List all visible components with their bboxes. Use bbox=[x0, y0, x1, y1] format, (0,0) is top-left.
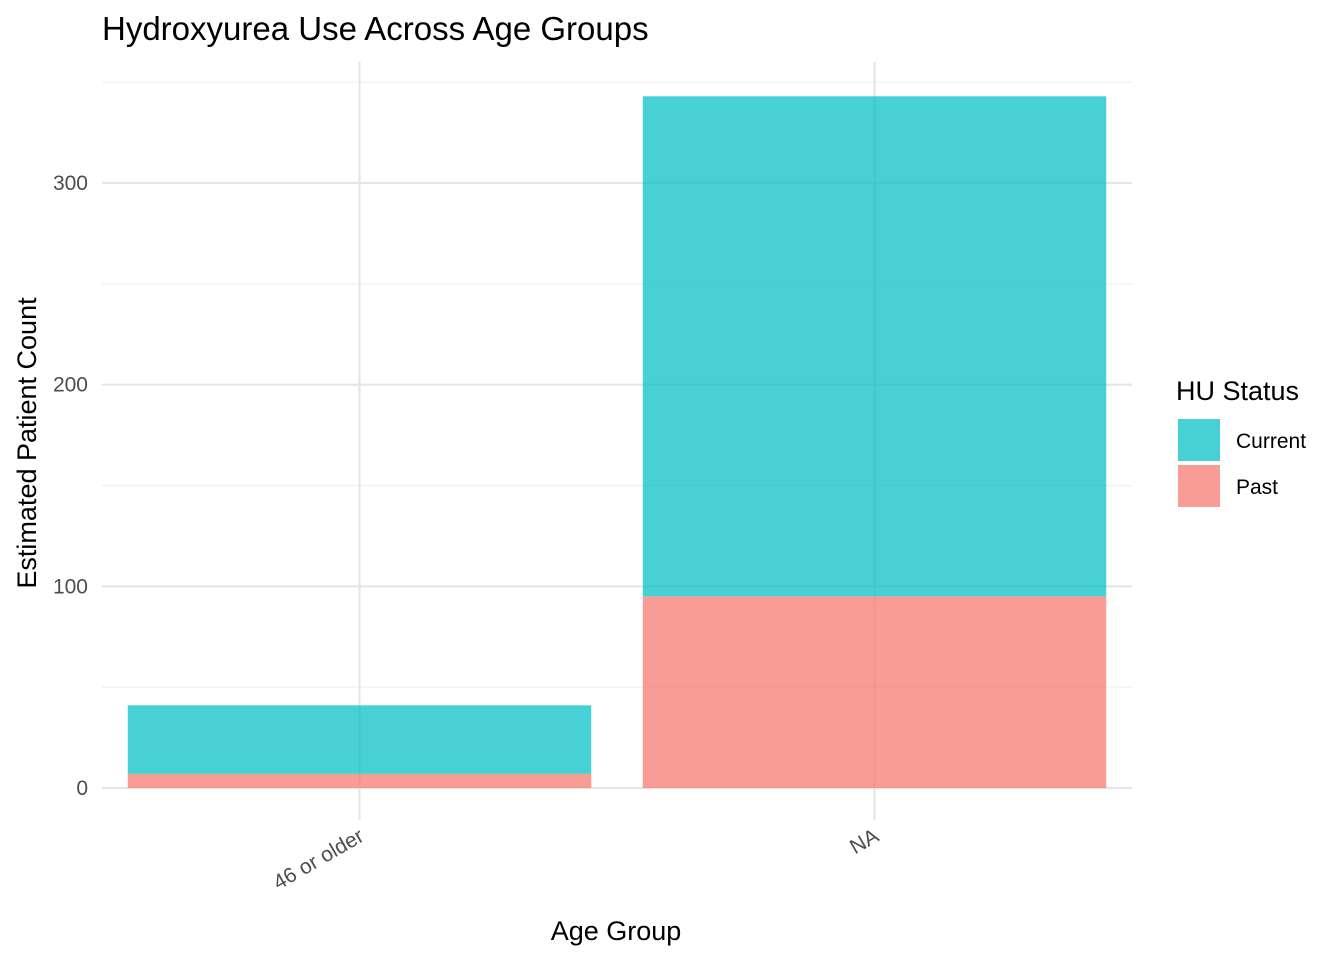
legend-swatch-current bbox=[1178, 419, 1220, 461]
legend-title: HU Status bbox=[1176, 376, 1299, 406]
legend-label-past: Past bbox=[1236, 476, 1278, 499]
y-axis-title: Estimated Patient Count bbox=[12, 297, 42, 589]
x-tick-label: NA bbox=[846, 824, 883, 859]
y-tick-label: 200 bbox=[53, 374, 88, 397]
bar-past-1 bbox=[642, 596, 1107, 788]
legend-swatch-past bbox=[1178, 465, 1220, 507]
legend-items: Current Past bbox=[1178, 419, 1306, 507]
bar-current-1 bbox=[642, 96, 1107, 597]
y-tick-label: 300 bbox=[53, 172, 88, 195]
legend: HU Status Current Past bbox=[1176, 376, 1306, 507]
bar-current-0 bbox=[127, 705, 592, 774]
y-tick-label: 0 bbox=[76, 777, 88, 800]
bars bbox=[127, 96, 1107, 788]
legend-label-current: Current bbox=[1236, 430, 1306, 453]
x-tick-label: 46 or older bbox=[269, 824, 367, 894]
y-tick-label: 100 bbox=[53, 575, 88, 598]
x-axis-title: Age Group bbox=[551, 916, 682, 946]
bar-past-0 bbox=[127, 773, 592, 788]
chart-title: Hydroxyurea Use Across Age Groups bbox=[102, 10, 649, 47]
